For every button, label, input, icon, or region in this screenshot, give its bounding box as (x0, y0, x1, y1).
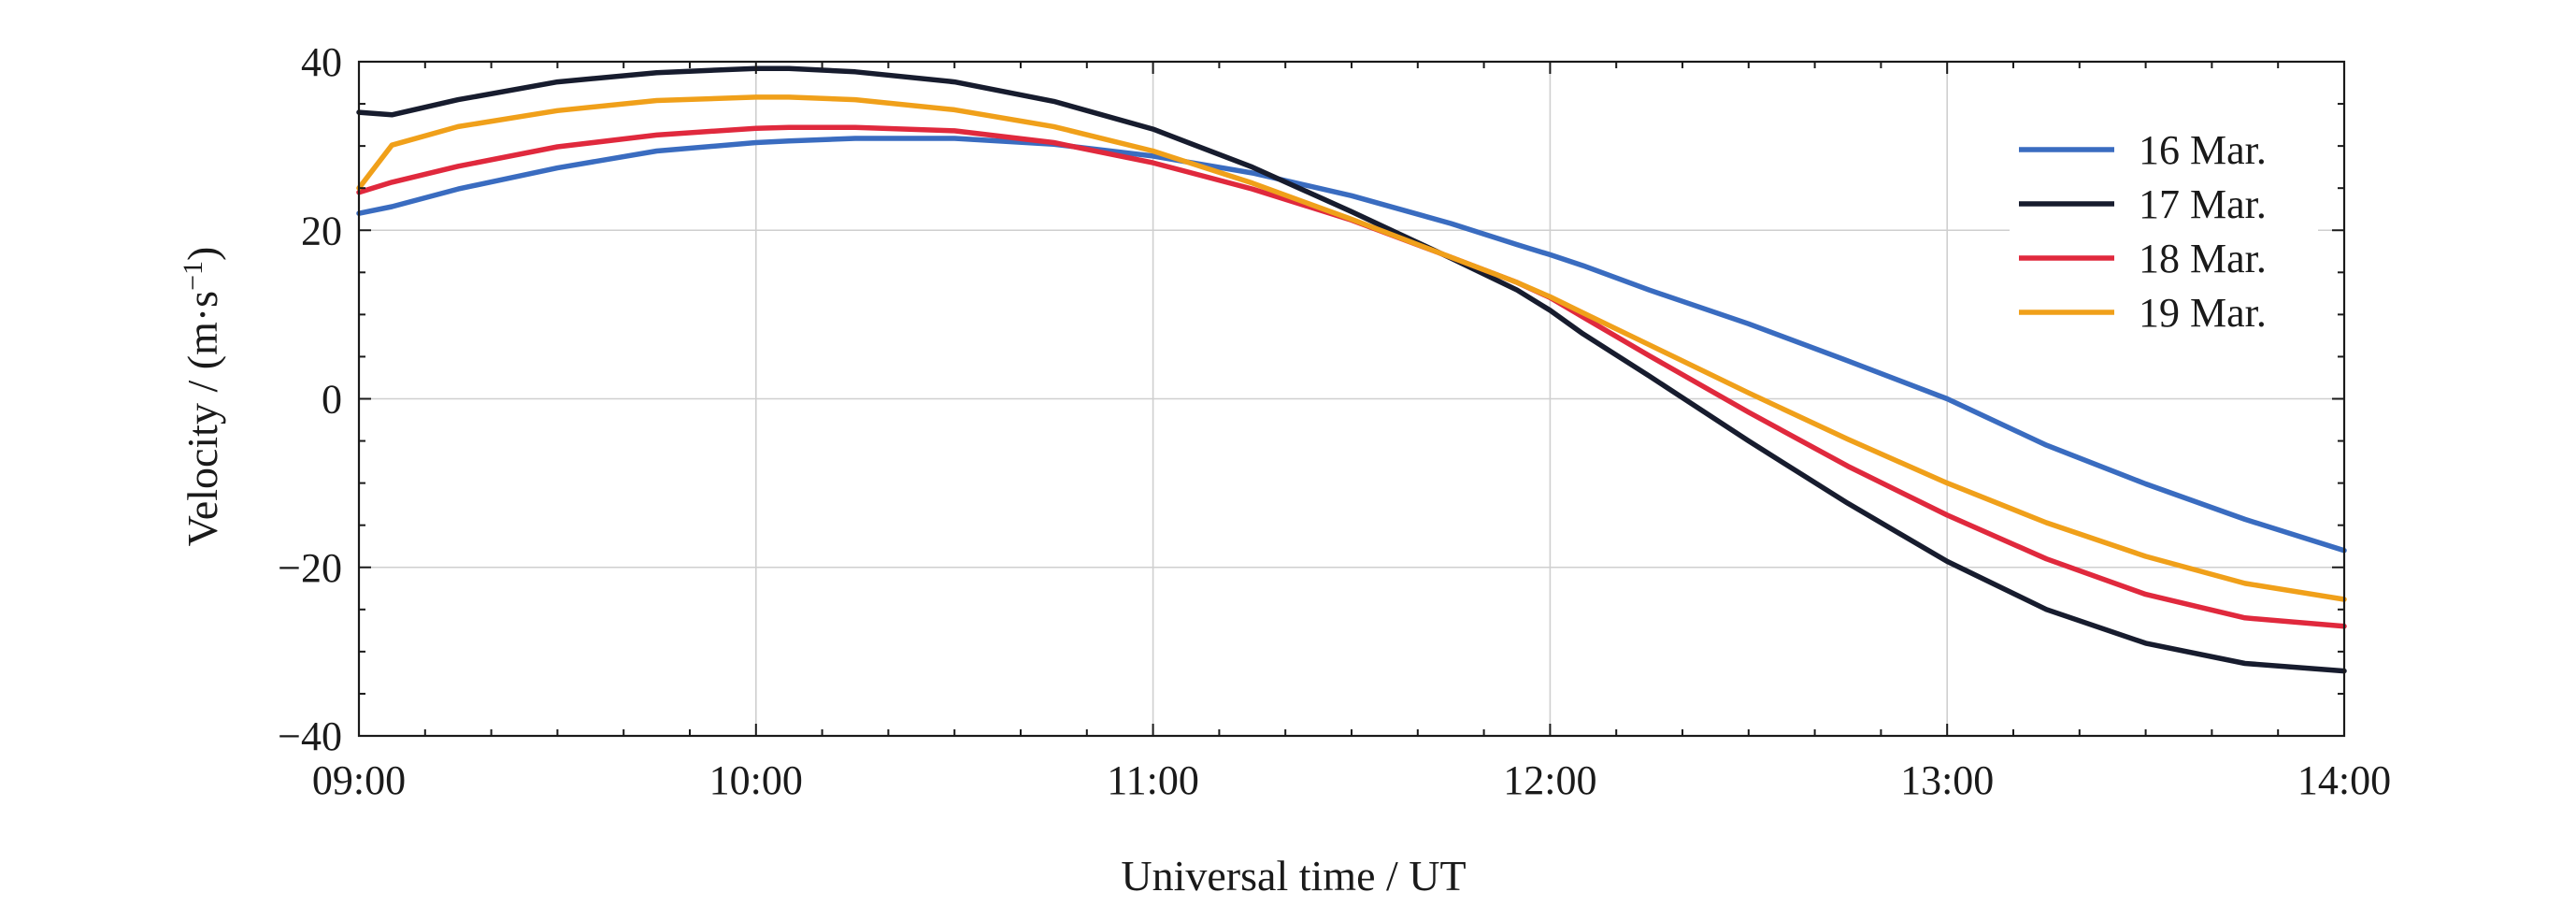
legend-entry-label: 19 Mar. (2139, 290, 2267, 336)
y-axis-label: Velocity / (m·s−1) (178, 247, 227, 547)
x-tick-label: 10:00 (709, 757, 803, 803)
legend-entry-label: 17 Mar. (2139, 181, 2267, 227)
axis-ticks (358, 61, 2345, 737)
y-tick-label: 20 (301, 208, 342, 253)
y-axis-label-close: ) (179, 247, 226, 261)
x-tick-label: 11:00 (1107, 757, 1199, 803)
series-lines (356, 65, 2347, 674)
y-tick-label: −40 (278, 713, 342, 759)
legend: 16 Mar. 17 Mar. 18 Mar. 19 Mar. (2010, 110, 2318, 344)
legend-entry-label: 16 Mar. (2139, 127, 2267, 173)
tick-labels: 09:00 10:00 11:00 12:00 13:00 14:00 −40 −20 0 20 4… (278, 39, 2391, 803)
x-tick-label: 14:00 (2297, 757, 2391, 803)
y-axis-label-text: Velocity / (m·s (179, 291, 226, 546)
grid-lines (359, 62, 2344, 736)
x-tick-label: 13:00 (1900, 757, 1994, 803)
y-tick-label: 0 (322, 377, 342, 423)
y-tick-label: 40 (301, 39, 342, 85)
x-tick-label: 12:00 (1503, 757, 1596, 803)
x-tick-label: 09:00 (312, 757, 406, 803)
x-axis-label: Universal time / UT (1121, 852, 1466, 900)
series-line-19-mar (356, 94, 2347, 602)
y-axis-label-superscript: −1 (178, 261, 208, 291)
y-tick-label: −20 (278, 545, 342, 591)
legend-entry-label: 18 Mar. (2139, 236, 2267, 281)
series-line-17-mar (356, 65, 2347, 674)
series-line-16-mar (356, 136, 2347, 554)
